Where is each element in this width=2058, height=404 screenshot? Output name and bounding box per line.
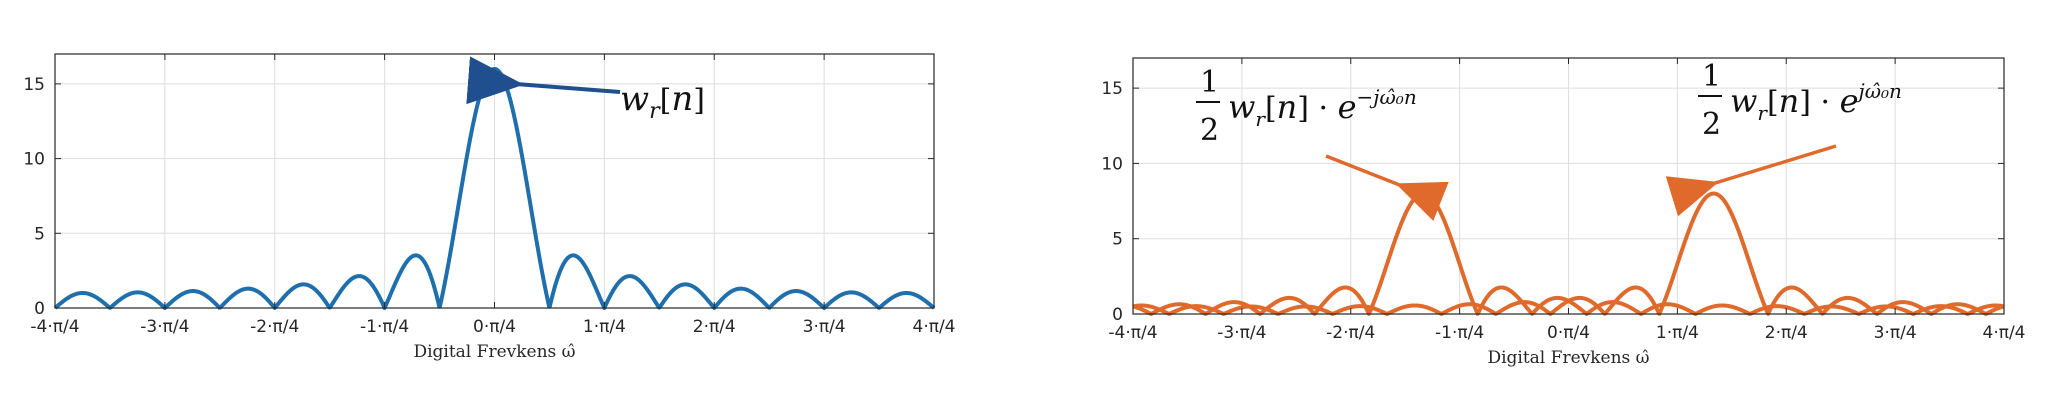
x-tick-label: 4·π/4	[913, 317, 956, 337]
left-chart: -4·π/4 -3·π/4 -2·π/4 -1·π/4 0·π/4 1·π/4 2·π/4 3…	[23, 53, 956, 362]
right-annotation-right-label: 1 2 wr[n] · ejω̂₀n	[1698, 59, 1902, 142]
left-annotation: wr[n]	[466, 56, 705, 124]
svg-text:1: 1	[1702, 59, 1721, 94]
x-tick-label: -3·π/4	[140, 317, 189, 337]
x-tick-label: 0·π/4	[1547, 323, 1590, 343]
x-tick-label: 1·π/4	[583, 317, 626, 337]
x-tick-label: 4·π/4	[1983, 323, 2026, 343]
y-tick-label: 0	[34, 299, 45, 319]
x-tick-label: 3·π/4	[803, 317, 846, 337]
right-annotation-right: 1 2 wr[n] · ejω̂₀n	[1665, 59, 1902, 217]
right-annotation-left-arrow	[1325, 154, 1449, 221]
x-axis-label: Digital Frevkens ω̂	[1487, 348, 1649, 368]
x-tick-label: -3·π/4	[1217, 323, 1266, 343]
y-tick-label: 10	[23, 150, 45, 170]
y-tick-label: 5	[34, 224, 45, 244]
y-tick-label: 10	[1101, 154, 1123, 174]
left-annotation-arrow	[466, 56, 621, 105]
x-tick-label: 3·π/4	[1874, 323, 1917, 343]
right-chart: -4·π/4 -3·π/4 -2·π/4 -1·π/4 0·π/4 1·π/4 2·π/4 3…	[1101, 57, 2026, 368]
x-tick-label: -4·π/4	[1108, 323, 1157, 343]
x-tick-label: -1·π/4	[1435, 323, 1484, 343]
x-tick-label: -1·π/4	[360, 317, 409, 337]
x-tick-label: 0·π/4	[473, 317, 516, 337]
x-axis-label: Digital Frevkens ω̂	[413, 342, 575, 362]
right-annotation-left-label: 1 2 wr[n] · e−jω̂₀n	[1196, 65, 1417, 148]
x-tick-label: -4·π/4	[30, 317, 79, 337]
left-annotation-label: wr[n]	[620, 79, 705, 124]
svg-text:2: 2	[1200, 113, 1219, 148]
x-tick-label: -2·π/4	[250, 317, 299, 337]
x-tick-label: 2·π/4	[693, 317, 736, 337]
svg-text:2: 2	[1702, 107, 1721, 142]
y-tick-label: 15	[23, 75, 45, 95]
x-tick-label: 2·π/4	[1765, 323, 1808, 343]
right-annotation-right-arrow	[1665, 144, 1837, 217]
svg-text:wr[n] · e−jω̂₀n: wr[n] · e−jω̂₀n	[1228, 85, 1417, 131]
x-tick-label: -2·π/4	[1326, 323, 1375, 343]
svg-text:1: 1	[1200, 65, 1219, 100]
right-annotation-left: 1 2 wr[n] · e−jω̂₀n	[1196, 65, 1449, 221]
svg-text:wr[n] · ejω̂₀n: wr[n] · ejω̂₀n	[1730, 79, 1902, 125]
y-tick-label: 15	[1101, 79, 1123, 99]
y-tick-label: 5	[1112, 230, 1123, 250]
y-tick-label: 0	[1112, 305, 1123, 325]
x-tick-label: 1·π/4	[1656, 323, 1699, 343]
